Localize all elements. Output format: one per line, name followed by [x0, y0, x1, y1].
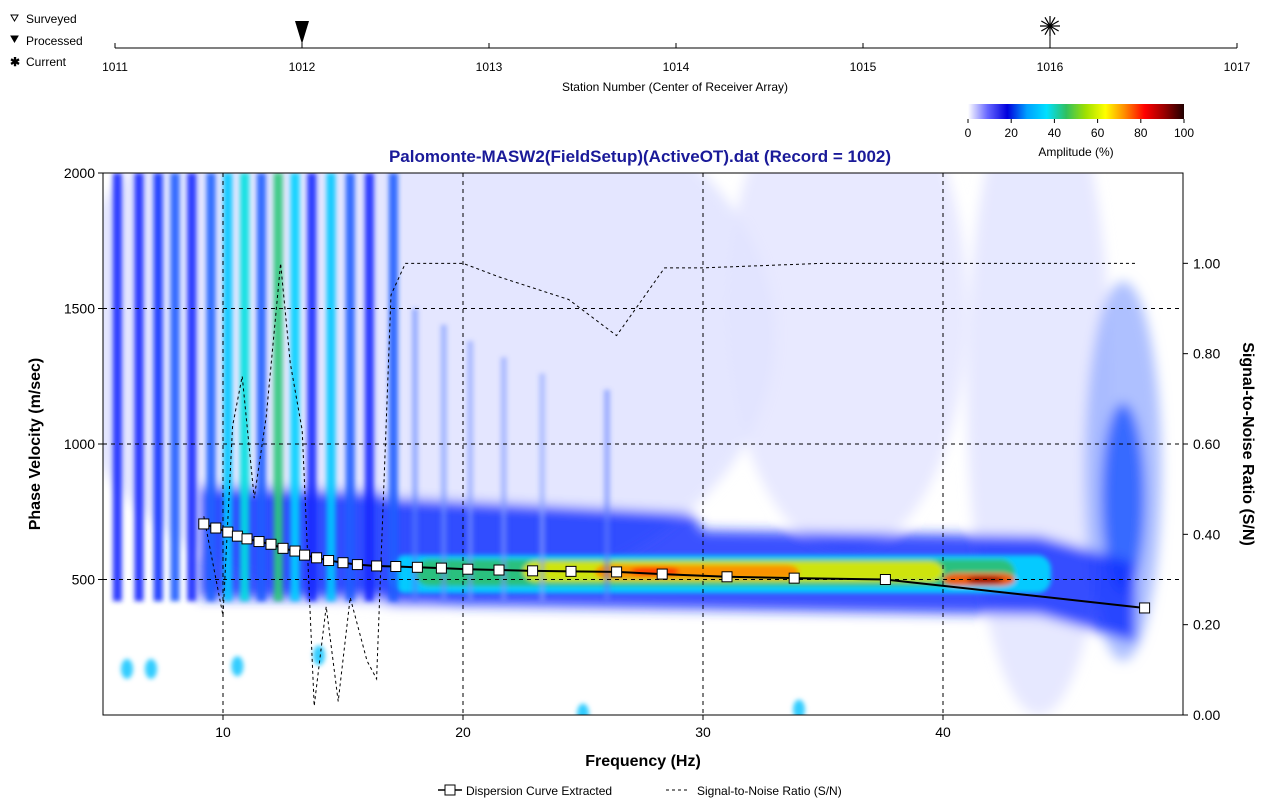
station-ticks: 1011 1012 1013 1014 1015 1016 1017 [102, 43, 1251, 74]
legend-processed: Processed [10, 34, 83, 48]
colorbar-tick-label: 60 [1091, 126, 1105, 140]
colorbar: 0 20 40 60 80 100 Amplitude (%) [965, 104, 1194, 159]
legend-current: ✱ Current [10, 55, 67, 69]
dispersion-curve-point [241, 533, 253, 545]
x-tick-label: 20 [455, 724, 471, 740]
legend-snr-label: Signal-to-Noise Ratio (S/N) [697, 784, 842, 798]
dispersion-curve-point [411, 561, 423, 573]
surveyed-triangle-icon [10, 14, 19, 22]
station-tick-label: 1013 [476, 60, 503, 74]
dispersion-curve-point [299, 549, 311, 561]
dispersion-curve-series [198, 518, 1151, 614]
dispersion-curve-point [198, 518, 210, 530]
y-tick-label: 1500 [64, 301, 95, 317]
dispersion-curve-point [351, 559, 363, 571]
y-axis-title: Phase Velocity (m/sec) [27, 358, 44, 531]
dispersion-curve-point [879, 574, 891, 585]
x-tick-label: 40 [935, 724, 951, 740]
dispersion-curve-point [265, 538, 277, 550]
station-tick-label: 1012 [289, 60, 316, 74]
y2-tick-label: 0.00 [1193, 707, 1220, 723]
dispersion-curve-point [721, 571, 733, 583]
dispersion-curve-point [222, 526, 234, 538]
y2-tick-label: 0.60 [1193, 436, 1220, 452]
x-tick-label: 10 [215, 724, 231, 740]
processed-station-marker-icon [295, 21, 309, 44]
snr-series [203, 262, 1135, 707]
colorbar-tick-label: 100 [1174, 126, 1194, 140]
station-axis: 1011 1012 1013 1014 1015 1016 1017 Station Num… [102, 16, 1251, 94]
dispersion-curve-point [788, 572, 800, 584]
dispersion-curve-point [493, 564, 505, 576]
dispersion-curve-point [253, 536, 265, 548]
dispersion-curve-line [203, 522, 1145, 609]
colorbar-tick-label: 40 [1048, 126, 1062, 140]
station-markers [295, 16, 1060, 46]
frequency-axis-ticks: 10 20 30 40 [215, 715, 951, 740]
colorbar-tick-label: 20 [1005, 126, 1019, 140]
colorbar-ticks: 0 20 40 60 80 100 [965, 119, 1194, 140]
legend-snr: Signal-to-Noise Ratio (S/N) [666, 784, 842, 798]
processed-triangle-icon [10, 35, 19, 43]
plot-area [102, 172, 1184, 716]
x-tick-label: 30 [695, 724, 711, 740]
station-legend: Surveyed Processed ✱ Current [10, 12, 83, 69]
dispersion-curve-point [289, 545, 301, 557]
series-legend: Dispersion Curve Extracted Signal-to-Noi… [438, 784, 842, 798]
station-tick-label: 1017 [1224, 60, 1251, 74]
station-tick-label: 1014 [663, 60, 690, 74]
station-axis-label: Station Number (Center of Receiver Array… [562, 80, 788, 94]
colorbar-strip [968, 104, 1184, 119]
dispersion-curve-point [337, 557, 349, 569]
dispersion-curve-point [277, 542, 289, 554]
current-station-marker-icon [1040, 16, 1060, 46]
colorbar-tick-label: 80 [1134, 126, 1148, 140]
x-axis-title: Frequency (Hz) [585, 753, 701, 770]
y2-tick-label: 0.80 [1193, 346, 1220, 362]
y2-tick-label: 1.00 [1193, 255, 1220, 271]
dispersion-curve-point [210, 522, 222, 534]
legend-surveyed-label: Surveyed [26, 12, 77, 26]
dispersion-curve-point [462, 563, 474, 575]
y-tick-label: 500 [72, 572, 96, 588]
colorbar-label: Amplitude (%) [1038, 145, 1113, 159]
colorbar-tick-label: 0 [965, 126, 972, 140]
station-tick-label: 1011 [102, 60, 128, 74]
y2-tick-label: 0.40 [1193, 526, 1220, 542]
current-asterisk-icon: ✱ [10, 55, 20, 69]
legend-processed-label: Processed [26, 34, 83, 48]
snr-line [203, 262, 1135, 707]
y2-axis-title: Signal-to-Noise Ratio (S/N) [1239, 342, 1256, 546]
dispersion-curve-point [323, 555, 335, 567]
dispersion-curve-point [390, 560, 402, 572]
dispersion-curve-point [656, 568, 668, 580]
dispersion-curve-point [1139, 602, 1151, 614]
legend-current-label: Current [26, 55, 67, 69]
y2-tick-label: 0.20 [1193, 617, 1220, 633]
dispersion-curve-point [565, 565, 577, 577]
legend-dispersion-curve: Dispersion Curve Extracted [438, 784, 612, 798]
grid-lines [103, 173, 1183, 715]
velocity-axis-ticks: 500 1000 1500 2000 [64, 165, 103, 588]
dispersion-curve-point [371, 560, 383, 572]
dispersion-curve-point [527, 565, 539, 577]
dispersion-curve-point [231, 530, 243, 542]
y-tick-label: 1000 [64, 436, 95, 452]
legend-surveyed: Surveyed [10, 12, 77, 26]
dispersion-curve-point [311, 552, 323, 564]
dispersion-curve-point [435, 562, 447, 574]
snr-axis-ticks: 0.00 0.20 0.40 0.60 0.80 1.00 [1183, 255, 1220, 723]
dispersion-curve-point [611, 566, 623, 578]
plot-title: Palomonte-MASW2(FieldSetup)(ActiveOT).da… [389, 147, 891, 166]
y-tick-label: 2000 [64, 165, 95, 181]
legend-square-marker-icon [444, 784, 456, 796]
station-tick-label: 1015 [850, 60, 877, 74]
station-tick-label: 1016 [1037, 60, 1064, 74]
legend-dispersion-label: Dispersion Curve Extracted [466, 784, 612, 798]
